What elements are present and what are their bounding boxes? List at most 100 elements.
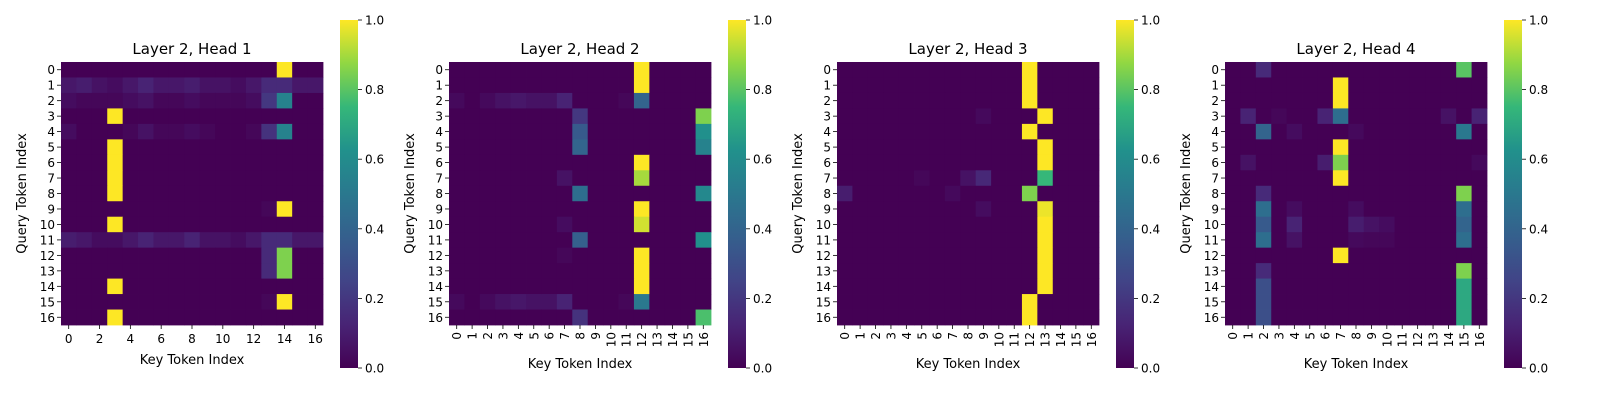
heatmap-cell [603, 77, 619, 94]
heatmap-cell [1225, 154, 1241, 171]
heatmap-cell [1302, 62, 1318, 78]
heatmap-cell [867, 170, 884, 187]
heatmap-cell [1456, 185, 1472, 202]
heatmap-cell [122, 123, 139, 140]
x-tick-label: 2 [481, 332, 495, 340]
heatmap-cell [883, 247, 900, 264]
heatmap-cell [1409, 123, 1426, 140]
heatmap-cell [975, 62, 992, 78]
heatmap-cell [1363, 185, 1380, 202]
y-tick-label: 8 [1211, 187, 1219, 201]
heatmap-cell [526, 201, 542, 218]
heatmap-cell [664, 232, 681, 249]
heatmap-cell [944, 309, 961, 326]
heatmap-cell [215, 247, 231, 264]
heatmap-cell [184, 309, 201, 326]
heatmap-cell [1332, 185, 1349, 202]
heatmap-cell [449, 247, 465, 264]
heatmap-cell [168, 185, 185, 202]
heatmap-cell [852, 232, 869, 249]
heatmap-cell [526, 123, 542, 140]
heatmap-cell [168, 139, 185, 156]
heatmap-cell [618, 108, 635, 125]
heatmap-cell [153, 92, 170, 109]
heatmap-cell [1348, 139, 1365, 156]
x-tick-label: 3 [884, 332, 898, 340]
heatmap-cell [1006, 201, 1023, 218]
heatmap-cell [852, 92, 869, 109]
heatmap-cell [1456, 92, 1472, 109]
heatmap-cell [307, 294, 324, 310]
heatmap-cell [495, 123, 512, 140]
y-tick-label: 5 [435, 141, 443, 155]
heatmap-cell [1409, 92, 1426, 109]
heatmap-cell [1332, 294, 1349, 310]
heatmap-cell [199, 263, 216, 279]
heatmap-cell [292, 278, 308, 295]
colorbar-tick-label: 0.6 [753, 153, 772, 167]
heatmap-cell [1255, 201, 1272, 218]
y-tick-label: 0 [823, 63, 831, 77]
heatmap-cell [153, 77, 170, 94]
heatmap-cell [261, 216, 278, 233]
y-tick-label: 4 [435, 125, 443, 139]
heatmap-cell [1271, 139, 1288, 156]
heatmap-cell [649, 170, 666, 187]
heatmap-cell [464, 263, 481, 279]
heatmap-cell [867, 185, 884, 202]
heatmap-cell [1379, 154, 1395, 171]
heatmap-cell [556, 123, 573, 140]
heatmap-cell [230, 139, 247, 156]
heatmap-cell [1225, 62, 1241, 78]
heatmap-cell [1348, 154, 1365, 171]
heatmap-cell [837, 62, 853, 78]
heatmap-cell [61, 232, 77, 249]
heatmap-cell [495, 278, 512, 295]
heatmap-cell [1471, 247, 1488, 264]
heatmap-cell [898, 92, 915, 109]
heatmap-cell [603, 170, 619, 187]
heatmap-cell [1471, 263, 1488, 279]
heatmap-cell [1440, 216, 1457, 233]
heatmap-cell [1083, 123, 1100, 140]
x-tick-label: 0 [65, 332, 73, 346]
heatmap-cell [292, 201, 308, 218]
heatmap-cell [914, 309, 930, 326]
heatmap-cell [664, 263, 681, 279]
heatmap-cell [1302, 77, 1318, 94]
heatmap-cell [1021, 247, 1038, 264]
heatmap-cell [991, 170, 1007, 187]
heatmap-cell [1302, 154, 1318, 171]
heatmap-cell [1083, 92, 1100, 109]
heatmap-cell [307, 278, 324, 295]
heatmap-cell [510, 201, 527, 218]
heatmap-cell [107, 216, 124, 233]
heatmap-cell [1471, 77, 1488, 94]
heatmap-cell [1379, 62, 1395, 78]
y-tick-label: 3 [47, 110, 55, 124]
heatmap-cell [633, 154, 650, 171]
heatmap-cell [867, 108, 884, 125]
heatmap-cell [914, 139, 930, 156]
heatmap-cell [929, 247, 946, 264]
heatmap-cell [1225, 77, 1241, 94]
heatmap-cell [1271, 108, 1288, 125]
heatmap-cell [695, 170, 712, 187]
heatmap-cell [107, 77, 124, 94]
chart-title: Layer 2, Head 3 [908, 40, 1027, 58]
heatmap-cell [991, 247, 1007, 264]
heatmap-cell [449, 216, 465, 233]
y-tick-label: 11 [816, 233, 831, 247]
heatmap-cell [541, 216, 558, 233]
heatmap-cell [245, 154, 262, 171]
heatmap-cell [1471, 154, 1488, 171]
heatmap-cells [449, 62, 712, 326]
heatmap-cell [479, 201, 496, 218]
x-tick-label: 5 [915, 332, 929, 340]
heatmap-cell [510, 170, 527, 187]
heatmap-cell [479, 108, 496, 125]
heatmap-cell [292, 123, 308, 140]
heatmap-cell [1037, 170, 1054, 187]
heatmap-cell [307, 185, 324, 202]
heatmap-cell [307, 108, 324, 125]
